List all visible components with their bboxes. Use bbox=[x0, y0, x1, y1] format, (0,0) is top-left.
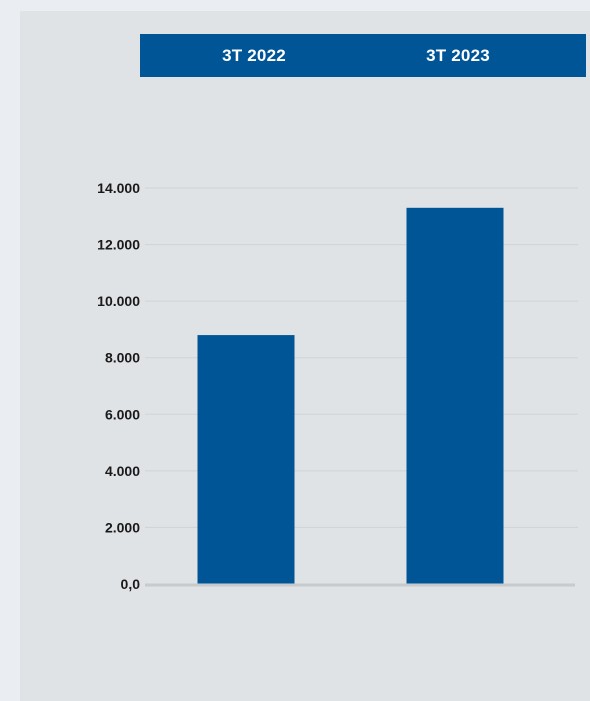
y-tick-label: 6.000 bbox=[105, 406, 140, 422]
category-label-3t-2023: 3T 2023 bbox=[426, 46, 490, 65]
y-tick-label: 14.000 bbox=[97, 180, 140, 196]
y-tick-label: 8.000 bbox=[105, 350, 140, 366]
y-tick-label: 2.000 bbox=[105, 519, 140, 535]
bar-3t-2022 bbox=[197, 335, 295, 584]
y-tick-label: 12.000 bbox=[97, 237, 140, 253]
bar-3t-2023 bbox=[406, 207, 504, 585]
category-header-band bbox=[140, 34, 586, 77]
category-label-3t-2022: 3T 2022 bbox=[222, 46, 286, 65]
y-tick-label: 0,0 bbox=[121, 576, 141, 592]
y-tick-label: 4.000 bbox=[105, 463, 140, 479]
y-tick-label: 10.000 bbox=[97, 293, 140, 309]
